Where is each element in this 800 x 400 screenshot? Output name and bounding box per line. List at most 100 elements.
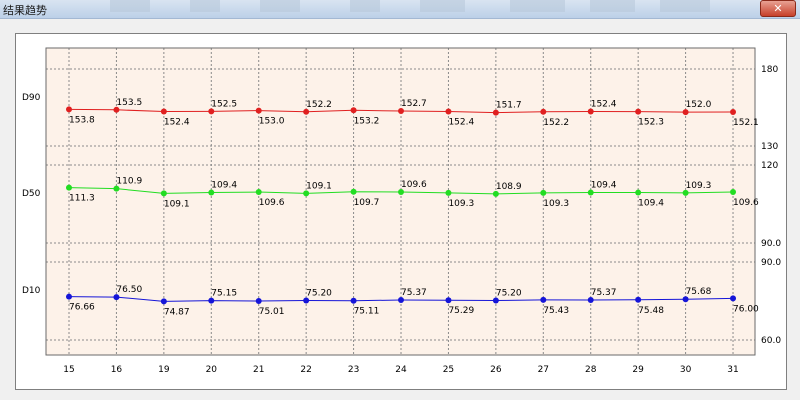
- data-point: [208, 189, 215, 196]
- x-tick-label: 29: [632, 365, 644, 375]
- data-label: 152.3: [638, 118, 664, 128]
- data-point: [303, 297, 310, 304]
- data-point: [540, 296, 547, 303]
- x-tick-label: 27: [538, 365, 549, 375]
- data-point: [113, 185, 120, 192]
- data-label: 109.3: [448, 199, 474, 209]
- background-window-strip: [110, 0, 150, 12]
- background-window-strip: [350, 0, 380, 12]
- data-label: 109.6: [401, 180, 427, 190]
- data-point: [66, 293, 72, 300]
- close-button[interactable]: ✕: [760, 0, 796, 17]
- right-axis-tick-label: 60.0: [761, 336, 781, 346]
- data-label: 110.9: [116, 177, 142, 187]
- data-label: 108.9: [496, 182, 522, 192]
- data-point: [208, 297, 215, 304]
- x-tick-label: 24: [395, 365, 407, 375]
- right-axis-tick-label: 90.0: [761, 239, 781, 249]
- x-tick-label: 23: [348, 365, 359, 375]
- data-point: [255, 297, 262, 304]
- x-tick-label: 28: [585, 365, 597, 375]
- data-point: [730, 108, 737, 115]
- data-point: [587, 189, 594, 196]
- data-label: 153.0: [259, 117, 285, 127]
- data-point: [350, 107, 357, 114]
- x-tick-label: 26: [490, 365, 502, 375]
- series-label: D90: [22, 93, 41, 103]
- data-label: 75.29: [448, 306, 474, 316]
- data-label: 152.1: [733, 118, 759, 128]
- plot-border: [45, 47, 756, 356]
- data-label: 76.50: [116, 285, 142, 295]
- data-label: 75.48: [638, 306, 664, 316]
- data-point: [160, 108, 167, 115]
- data-label: 109.3: [686, 181, 712, 191]
- trend-chart: 15 16 19 20 21 22 23 24 25 26 27 28 29 30 31 D90 180 130 1…: [22, 47, 781, 375]
- x-tick-label: 22: [300, 365, 311, 375]
- background-window-strip: [190, 0, 220, 12]
- data-point: [492, 109, 499, 116]
- data-label: 152.7: [401, 99, 427, 109]
- data-point: [160, 190, 167, 197]
- data-label: 75.37: [401, 288, 427, 298]
- right-axis-tick-label: 180: [761, 65, 778, 75]
- window-title: 结果趋势: [3, 4, 47, 17]
- data-label: 75.01: [259, 307, 285, 317]
- data-label: 75.20: [306, 288, 332, 298]
- data-label: 109.1: [306, 181, 332, 191]
- data-label: 75.15: [211, 289, 237, 299]
- data-label: 75.37: [591, 288, 617, 298]
- data-label: 109.4: [591, 181, 617, 191]
- data-point: [540, 189, 547, 196]
- data-label: 152.2: [306, 100, 332, 110]
- data-point: [635, 108, 642, 115]
- data-label: 75.43: [543, 306, 569, 316]
- data-point: [540, 108, 547, 115]
- right-axis-tick-label: 90.0: [761, 258, 781, 268]
- data-label: 152.2: [543, 118, 569, 128]
- data-label: 74.87: [164, 307, 190, 317]
- data-point: [350, 297, 357, 304]
- data-point: [445, 189, 452, 196]
- data-point: [303, 108, 310, 115]
- data-label: 109.4: [211, 181, 237, 191]
- background-window-strip: [420, 0, 465, 12]
- data-label: 151.7: [496, 101, 522, 111]
- data-label: 76.66: [69, 303, 95, 313]
- data-point: [635, 189, 642, 196]
- data-point: [445, 297, 452, 304]
- chart-panel: 15 16 19 20 21 22 23 24 25 26 27 28 29 30 31 D90 180 130 1…: [15, 33, 787, 390]
- background-window-strip: [510, 0, 565, 12]
- data-point: [303, 190, 310, 197]
- data-label: 75.20: [496, 288, 522, 298]
- series-label: D10: [22, 286, 41, 296]
- data-label: 152.4: [591, 100, 617, 110]
- right-axis-tick-label: 120: [761, 161, 778, 171]
- data-label: 76.00: [733, 304, 759, 314]
- data-point: [66, 184, 72, 191]
- series-label: D50: [22, 189, 41, 199]
- x-tick-label: 25: [443, 365, 454, 375]
- right-axis-tick-label: 130: [761, 142, 778, 152]
- x-tick-label: 21: [253, 365, 264, 375]
- data-point: [113, 106, 120, 113]
- data-label: 152.4: [164, 118, 190, 128]
- x-tick-label: 15: [63, 365, 74, 375]
- data-point: [730, 295, 737, 302]
- data-label: 152.5: [211, 99, 237, 109]
- data-point: [492, 190, 499, 197]
- data-label: 152.4: [448, 118, 474, 128]
- data-point: [255, 107, 262, 114]
- data-point: [587, 108, 594, 115]
- data-label: 75.68: [686, 287, 712, 297]
- data-point: [398, 297, 405, 304]
- data-label: 153.5: [116, 98, 142, 108]
- x-tick-label: 31: [727, 365, 738, 375]
- x-tick-label: 30: [680, 365, 692, 375]
- background-window-strip: [590, 0, 635, 12]
- x-tick-label: 20: [206, 365, 218, 375]
- data-label: 152.0: [686, 100, 712, 110]
- data-label: 153.2: [354, 116, 380, 126]
- data-label: 109.4: [638, 199, 664, 209]
- data-point: [208, 108, 215, 115]
